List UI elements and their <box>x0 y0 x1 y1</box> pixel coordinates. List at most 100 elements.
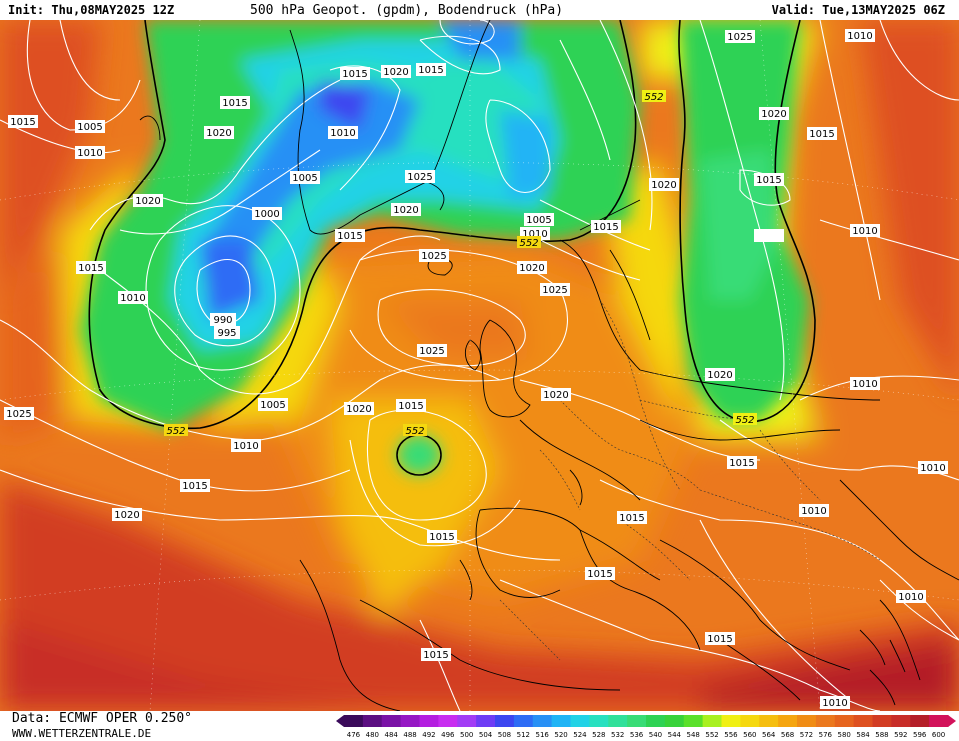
scale-label: 556 <box>724 731 738 739</box>
pressure-label: 1025 <box>540 283 570 296</box>
pressure-label: 1010 <box>820 696 850 709</box>
init-time: Init: Thu,08MAY2025 12Z <box>8 3 175 17</box>
pressure-label: 1020 <box>381 65 411 78</box>
pressure-label: 1005 <box>290 171 320 184</box>
scale-swatch <box>740 715 760 727</box>
scale-label: 580 <box>837 731 851 739</box>
scale-label: 520 <box>554 731 568 739</box>
svg-text:1020: 1020 <box>651 180 676 191</box>
color-scale-labels: 476 480 484 488 492 496 500 504 508 512 516 520 524 5… <box>344 731 948 741</box>
scale-label: 504 <box>478 731 493 739</box>
pressure-label: 1015 <box>807 127 837 140</box>
svg-text:995: 995 <box>217 328 236 339</box>
svg-text:1010: 1010 <box>522 229 547 240</box>
svg-text:1025: 1025 <box>421 251 446 262</box>
svg-text:1005: 1005 <box>526 215 551 226</box>
pressure-label: 1005 <box>524 213 554 226</box>
scale-swatch <box>797 715 817 727</box>
svg-text:1005: 1005 <box>292 173 317 184</box>
pressure-label: 990 <box>210 313 236 326</box>
scale-swatch <box>853 715 873 727</box>
pressure-label: 1015 <box>8 115 38 128</box>
svg-text:1025: 1025 <box>407 172 432 183</box>
svg-text:1010: 1010 <box>330 128 355 139</box>
data-source: Data: ECMWF OPER 0.250° <box>12 711 193 726</box>
valid-time: Valid: Tue,13MAY2025 06Z <box>771 3 945 17</box>
scale-label: 552 <box>705 731 719 739</box>
pressure-label: 1020 <box>541 388 571 401</box>
pressure-label: 1015 <box>416 63 446 76</box>
pressure-label: 1010 <box>75 146 105 159</box>
scale-swatch <box>344 715 364 727</box>
scale-label: 544 <box>667 731 681 739</box>
pressure-label: 1015 <box>754 173 784 186</box>
scale-swatch <box>438 715 458 727</box>
scale-swatch <box>778 715 798 727</box>
scale-label: 572 <box>799 731 814 739</box>
scale-swatch <box>646 715 666 727</box>
svg-text:1020: 1020 <box>761 109 786 120</box>
scale-label: 532 <box>611 731 625 739</box>
pressure-label: 1010 <box>845 29 875 42</box>
graticule <box>0 20 959 711</box>
svg-text:1020: 1020 <box>383 67 408 78</box>
scale-label: 484 <box>384 731 398 739</box>
svg-text:1020: 1020 <box>114 510 139 521</box>
svg-text:1010: 1010 <box>233 441 258 452</box>
map-header: Init: Thu,08MAY2025 12Z 500 hPa Geopot. … <box>0 0 959 20</box>
pressure-label: 1015 <box>76 261 106 274</box>
scale-swatch <box>929 715 949 727</box>
pressure-label: 1020 <box>649 178 679 191</box>
svg-text:552: 552 <box>519 238 538 249</box>
svg-text:1010: 1010 <box>77 148 102 159</box>
coastlines <box>139 20 959 711</box>
svg-text:1005: 1005 <box>77 122 102 133</box>
svg-text:1020: 1020 <box>206 128 231 139</box>
scale-swatch <box>608 715 628 727</box>
pressure-label: 1010 <box>799 504 829 517</box>
pressure-label: 1020 <box>705 368 735 381</box>
pressure-label: 1015 <box>591 220 621 233</box>
scale-swatch <box>570 715 590 727</box>
svg-text:1015: 1015 <box>423 650 448 661</box>
svg-text:1015: 1015 <box>222 98 247 109</box>
svg-text:1015: 1015 <box>398 401 423 412</box>
height-labels: 552 552 552 552 552 <box>164 90 757 437</box>
scale-label: 540 <box>648 731 663 739</box>
scale-swatch <box>891 715 911 727</box>
pressure-label: 1010 <box>896 590 926 603</box>
scale-swatch <box>702 715 722 727</box>
scale-label: 492 <box>422 731 436 739</box>
svg-text:1010: 1010 <box>822 698 847 709</box>
svg-text:1020: 1020 <box>393 205 418 216</box>
map-title: 500 hPa Geopot. (gpdm), Bodendruck (hPa) <box>250 3 564 18</box>
svg-text:1010: 1010 <box>852 226 877 237</box>
svg-text:1015: 1015 <box>619 513 644 524</box>
svg-text:1020: 1020 <box>707 370 732 381</box>
svg-text:1015: 1015 <box>418 65 443 76</box>
website-link[interactable]: WWW.WETTERZENTRALE.DE <box>12 727 152 740</box>
pressure-label: 1015 <box>340 67 370 80</box>
scale-label: 496 <box>441 731 455 739</box>
pressure-label: 1015 <box>421 648 451 661</box>
svg-text:1015: 1015 <box>342 69 367 80</box>
scale-label: 536 <box>629 731 644 739</box>
svg-text:552: 552 <box>644 92 663 103</box>
pressure-label: 1010 <box>231 439 261 452</box>
pressure-label: 1020 <box>759 107 789 120</box>
pressure-label: 1025 <box>405 170 435 183</box>
svg-text:1000: 1000 <box>254 209 279 220</box>
pressure-label: 1025 <box>4 407 34 420</box>
scale-swatch <box>400 715 420 727</box>
pressure-label <box>754 229 784 242</box>
scale-label: 508 <box>497 731 512 739</box>
pressure-label: 1025 <box>419 249 449 262</box>
pressure-label: 995 <box>214 326 240 339</box>
pressure-label: 1000 <box>252 207 282 220</box>
scale-swatch <box>513 715 534 727</box>
scale-swatch <box>495 715 515 727</box>
svg-text:990: 990 <box>213 315 232 326</box>
pressure-label: 1020 <box>133 194 163 207</box>
pressure-label: 1015 <box>705 632 735 645</box>
pressure-label: 1010 <box>850 224 880 237</box>
